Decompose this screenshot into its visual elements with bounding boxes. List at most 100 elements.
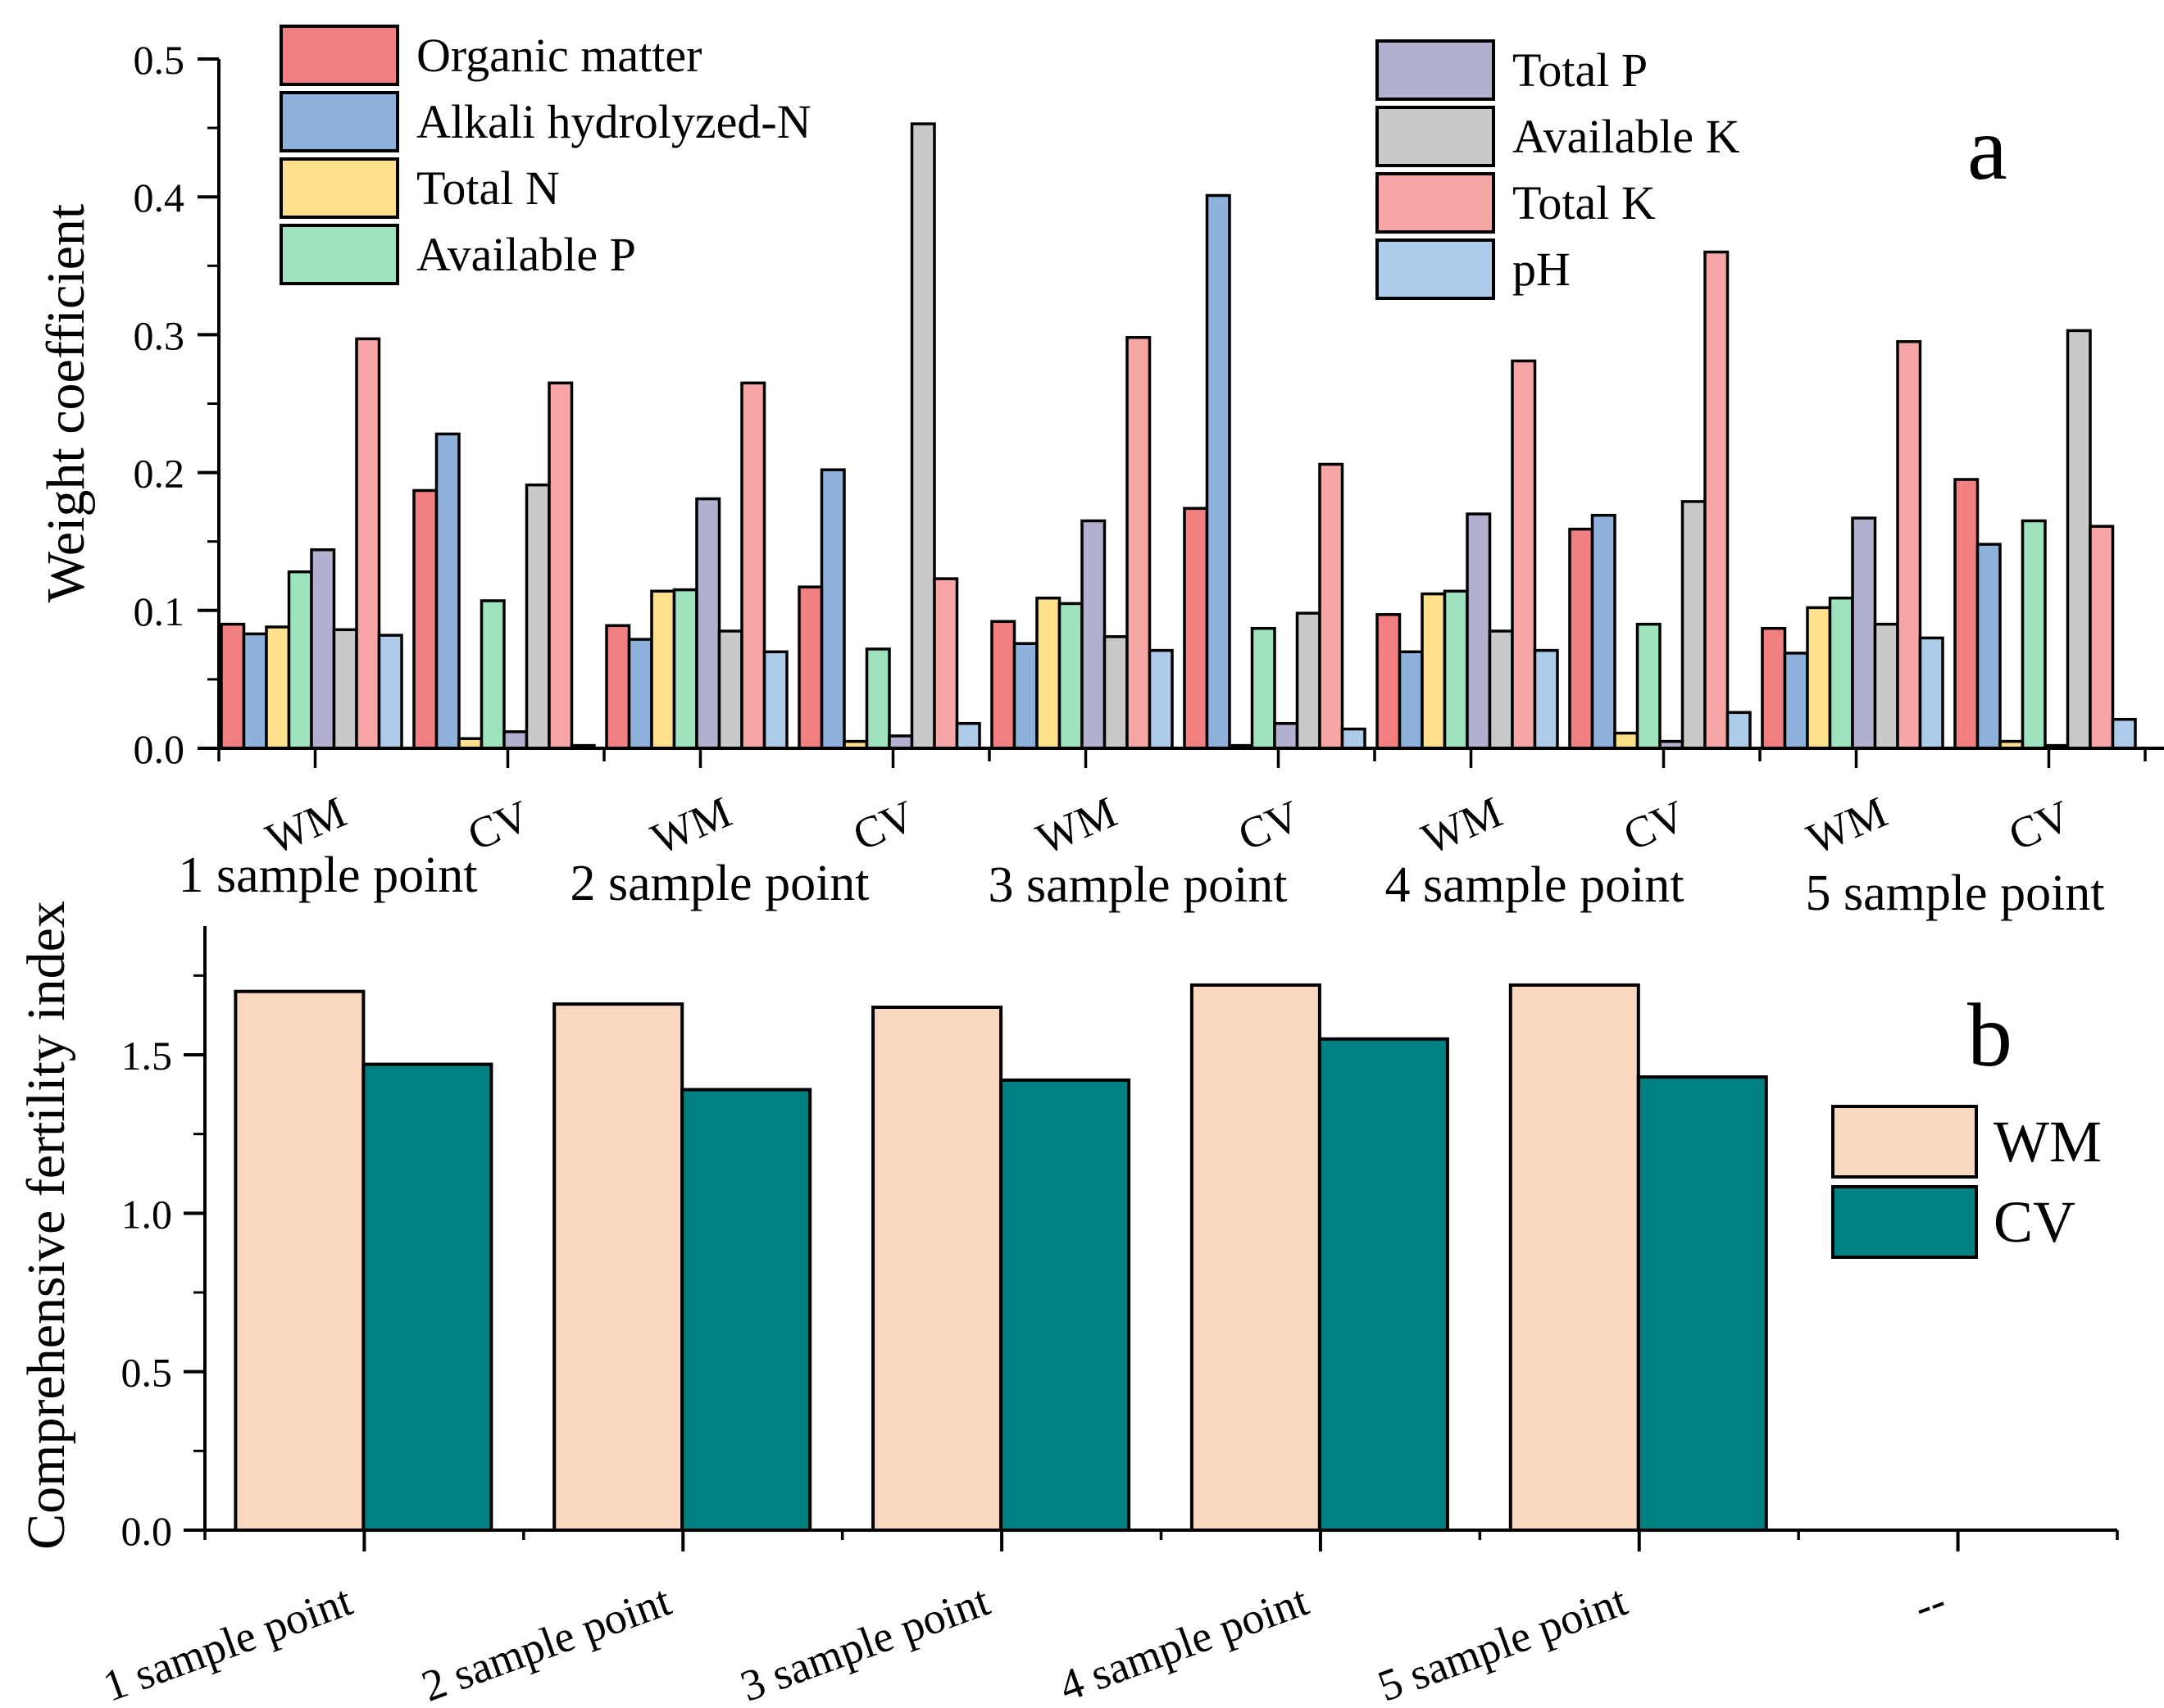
bar-a-total-k-5 (1125, 336, 1152, 750)
bar-b-wm-1 (234, 989, 366, 1532)
legend-label-b-cv: CV (1994, 1189, 2075, 1255)
y-tick-label-a-5: 0.5 (134, 37, 185, 83)
bar-a-organic-matter-1 (220, 622, 246, 750)
legend-label-ph: pH (1512, 243, 1571, 296)
bar-a-ph-1 (377, 634, 403, 750)
y-tick-label-a-0: 0.0 (134, 726, 185, 772)
x-tick-label-b-6: -- (1907, 1575, 1952, 1632)
x-tick-label-a-5: WM (1030, 787, 1124, 864)
bar-a-available-k-5 (1102, 635, 1129, 750)
bar-a-total-k-6 (1318, 462, 1344, 750)
bar-a-ph-3 (762, 650, 789, 750)
bar-a-total-n-5 (1035, 596, 1062, 750)
panel-b-bars (234, 983, 1768, 1532)
x-tick-label-b-1: 1 sample point (97, 1575, 358, 1708)
bar-b-wm-4 (1189, 983, 1321, 1532)
bar-a-alkali-hydrolyzed-n-5 (1012, 642, 1039, 750)
panel-a-y-ticks: 0.0 0.1 0.2 0.3 0.4 0.5 (134, 37, 219, 772)
legend-label-available-p: Available P (416, 228, 636, 281)
bar-a-total-p-6 (1273, 721, 1299, 750)
legend-swatch-b-wm (1831, 1105, 1978, 1179)
bar-a-organic-matter-6 (1183, 506, 1209, 750)
group-label-5: 5 sample point (1805, 865, 2104, 921)
bar-a-available-p-4 (865, 647, 891, 750)
bar-a-available-p-10 (2021, 519, 2047, 750)
bar-b-wm-3 (871, 1006, 1003, 1532)
bar-a-total-n-1 (265, 625, 291, 750)
legend-label-total-k: Total K (1512, 176, 1656, 229)
bar-a-total-k-10 (2089, 525, 2115, 750)
bar-a-total-p-4 (888, 734, 914, 750)
bar-a-available-p-7 (1443, 589, 1469, 750)
x-tick-label-b-3: 3 sample point (734, 1575, 996, 1708)
x-tick-label-a-6: CV (1231, 791, 1307, 861)
bar-a-available-k-7 (1488, 629, 1514, 750)
bar-b-cv-5 (1636, 1075, 1768, 1532)
bar-a-alkali-hydrolyzed-n-8 (1590, 513, 1616, 750)
legend-label-b-wm: WM (1994, 1109, 2102, 1174)
bar-a-organic-matter-3 (605, 624, 631, 750)
bar-a-total-n-3 (650, 589, 676, 750)
bar-a-organic-matter-8 (1568, 527, 1594, 750)
legend-swatch-total-p (1375, 39, 1495, 101)
bar-a-ph-4 (955, 721, 981, 750)
bar-a-organic-matter-2 (412, 488, 439, 750)
bar-a-organic-matter-9 (1761, 626, 1787, 750)
legend-swatch-total-k (1375, 172, 1495, 234)
legend-label-alkali-hydrolyzed-n: Alkali hydrolyzed-N (416, 95, 812, 148)
bar-a-ph-8 (1725, 711, 1752, 750)
bar-a-available-p-5 (1057, 602, 1084, 750)
y-tick-label-b-0: 0.0 (121, 1508, 173, 1554)
legend-swatch-alkali-hydrolyzed-n (280, 91, 399, 152)
bar-a-total-n-7 (1421, 592, 1447, 750)
bar-a-ph-6 (1340, 727, 1366, 750)
y-tick-label-a-1: 0.1 (134, 588, 185, 634)
panel-a-legend: Organic matter Alkali hydrolyzed-N Total N… (280, 25, 1740, 300)
panel-a-weight-coefficient-chart: 0.00.10.20.30.40.5 WM CV WM CV WM CV WM CV WM CV1… (36, 25, 2164, 921)
panel-b-y-ticks: 0.0 0.5 1.0 1.5 (121, 974, 205, 1554)
legend-swatch-total-n (280, 157, 399, 219)
bar-a-available-k-9 (1873, 622, 1899, 750)
bar-a-total-k-7 (1511, 359, 1537, 750)
y-tick-label-a-3: 0.3 (134, 312, 185, 358)
bar-a-alkali-hydrolyzed-n-1 (242, 632, 268, 750)
bar-b-cv-2 (680, 1088, 812, 1532)
y-tick-label-a-4: 0.4 (134, 175, 185, 220)
bar-a-alkali-hydrolyzed-n-9 (1783, 652, 1809, 750)
bar-a-total-n-8 (1613, 731, 1639, 750)
bar-a-available-p-1 (287, 570, 313, 750)
y-tick-label-b-2: 1.0 (121, 1191, 173, 1237)
bar-a-available-p-8 (1635, 622, 1662, 750)
bar-a-ph-5 (1148, 648, 1174, 750)
y-tick-label-a-2: 0.2 (134, 451, 185, 497)
bar-a-available-p-3 (672, 588, 698, 750)
panel-a-label: a (1967, 98, 2007, 198)
group-label-4: 4 sample point (1384, 857, 1684, 913)
bar-a-alkali-hydrolyzed-n-10 (1975, 543, 2002, 750)
bar-a-available-p-6 (1250, 626, 1276, 750)
bar-a-available-k-4 (910, 122, 936, 750)
x-tick-label-a-7: WM (1415, 787, 1509, 864)
legend-swatch-available-k (1375, 106, 1495, 167)
bar-a-organic-matter-5 (990, 620, 1016, 750)
bar-a-available-p-9 (1828, 596, 1854, 750)
panel-a-y-axis-label: Weight coefficient (36, 204, 96, 602)
legend-swatch-ph (1375, 238, 1495, 300)
bar-a-alkali-hydrolyzed-n-7 (1398, 650, 1424, 750)
x-tick-label-b-2: 2 sample point (416, 1575, 677, 1708)
x-tick-label-b-5: 5 sample point (1371, 1575, 1633, 1708)
bar-a-alkali-hydrolyzed-n-2 (434, 432, 461, 750)
x-tick-label-b-4: 4 sample point (1052, 1575, 1314, 1708)
bar-b-wm-2 (552, 1002, 684, 1532)
bar-a-total-n-9 (1806, 606, 1832, 750)
group-label-2: 2 sample point (570, 856, 869, 911)
panel-b-y-axis-label: Comprehensive fertility index (16, 901, 76, 1550)
bar-a-alkali-hydrolyzed-n-4 (820, 468, 846, 750)
legend-label-total-n: Total N (416, 161, 560, 215)
bar-a-total-p-5 (1080, 519, 1107, 750)
bar-a-alkali-hydrolyzed-n-6 (1205, 193, 1231, 750)
x-tick-label-a-3: WM (644, 787, 739, 864)
bar-a-total-k-2 (548, 381, 574, 750)
x-tick-label-a-4: CV (846, 791, 921, 861)
group-label-3: 3 sample point (988, 857, 1287, 913)
